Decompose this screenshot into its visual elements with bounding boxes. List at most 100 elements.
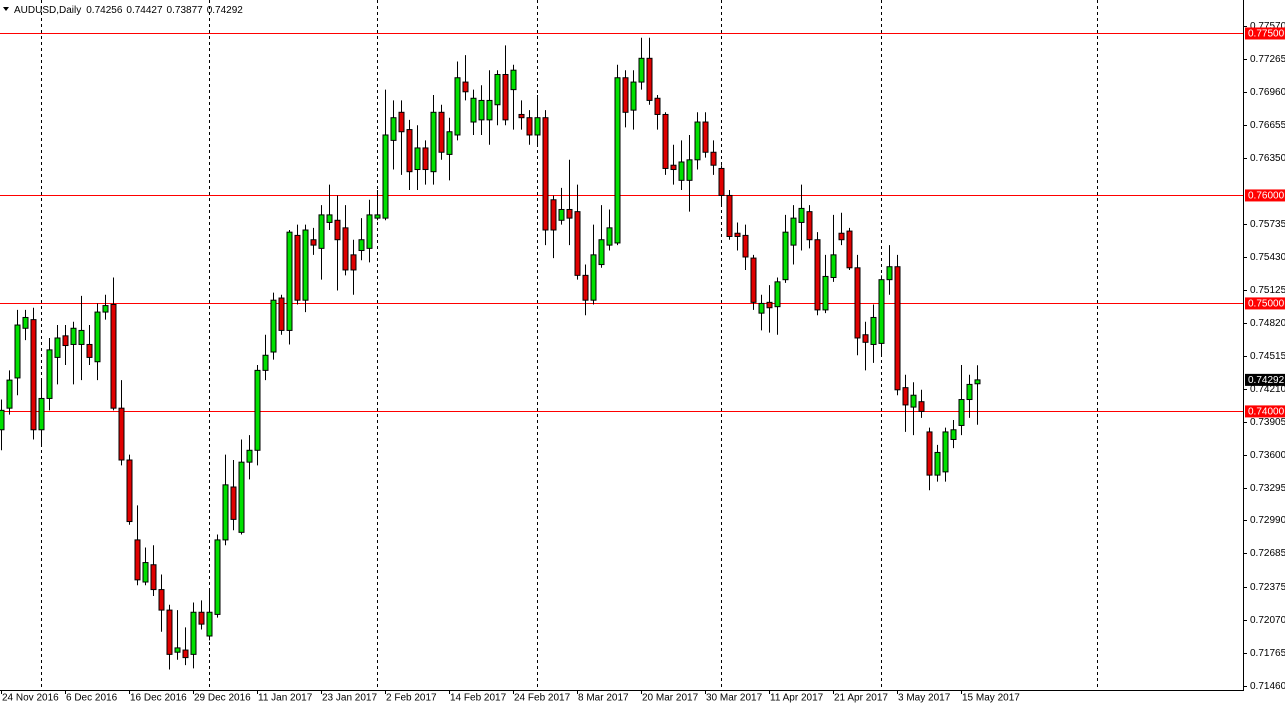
candle-body <box>638 57 645 83</box>
candle-body <box>742 234 749 258</box>
candle-body <box>646 57 653 101</box>
candle-body <box>206 611 213 637</box>
candle-body <box>670 164 677 171</box>
candle-body <box>246 449 253 463</box>
x-tick-label: 23 Jan 2017 <box>322 693 377 704</box>
candle-body <box>382 134 389 219</box>
candle-body <box>230 486 237 520</box>
candle-body <box>390 117 397 141</box>
x-tick-label: 11 Apr 2017 <box>770 693 824 704</box>
x-tick-label: 11 Jan 2017 <box>258 693 313 704</box>
candle-body <box>238 461 245 533</box>
candle-body <box>446 131 453 155</box>
y-tick-label: 0.77265 <box>1250 54 1285 65</box>
candle-body <box>150 564 157 591</box>
candle-body <box>310 239 317 246</box>
candle-body <box>966 383 973 401</box>
candle-body <box>374 214 381 219</box>
candle-body <box>318 214 325 249</box>
y-tick-label: 0.73295 <box>1250 483 1285 494</box>
candle-body <box>974 379 981 385</box>
candle-body <box>270 299 277 353</box>
level-label-box <box>1245 405 1285 418</box>
candle-body <box>358 239 365 252</box>
candle-body <box>198 611 205 625</box>
y-tick-label: 0.75735 <box>1250 219 1285 230</box>
candle-body <box>662 113 669 169</box>
candle-body <box>142 562 149 583</box>
candle-body <box>510 69 517 91</box>
x-tick-label: 16 Dec 2016 <box>130 693 187 704</box>
candle-body <box>926 431 933 476</box>
candle-body <box>118 407 125 461</box>
candle-body <box>934 451 941 476</box>
y-tick-label: 0.74210 <box>1250 384 1285 395</box>
candle-body <box>918 401 925 412</box>
candle-body <box>30 319 37 431</box>
x-tick-label: 24 Nov 2016 <box>2 693 59 704</box>
symbol: AUDUSD,Daily <box>14 5 81 16</box>
candle-body <box>782 231 789 281</box>
candle-body <box>534 117 541 136</box>
candle-body <box>6 379 13 409</box>
candle-body <box>414 147 421 171</box>
level-label-box <box>1245 189 1285 202</box>
candle-body <box>470 97 477 123</box>
candle-body <box>286 231 293 331</box>
candle-body <box>710 151 717 166</box>
candle-body <box>334 219 341 241</box>
level-label: 0.76000 <box>1248 191 1285 202</box>
candle-body <box>478 99 485 121</box>
candle-body <box>134 539 141 581</box>
candle-body <box>398 111 405 133</box>
x-tick-label: 24 Feb 2017 <box>514 693 571 704</box>
candle-body <box>606 227 613 246</box>
candle-body <box>622 77 629 113</box>
candle-body <box>174 647 181 653</box>
candle-body <box>838 232 845 241</box>
candle-body <box>702 121 709 153</box>
candle-body <box>734 232 741 237</box>
candle-body <box>94 311 101 363</box>
x-tick-label: 21 Apr 2017 <box>834 693 888 704</box>
candle-body <box>350 254 357 271</box>
candle-body <box>454 77 461 136</box>
candle-body <box>566 208 573 219</box>
y-tick-label: 0.76655 <box>1250 120 1285 131</box>
candle-body <box>342 227 349 271</box>
price-label-box <box>1245 373 1285 386</box>
candle-body <box>78 329 85 345</box>
x-tick-label: 6 Dec 2016 <box>66 693 118 704</box>
y-tick-label: 0.72070 <box>1250 615 1285 626</box>
candle-body <box>102 305 109 313</box>
y-tick-label: 0.73600 <box>1250 450 1285 461</box>
candle-body <box>182 649 189 659</box>
x-tick-label: 30 Mar 2017 <box>706 693 763 704</box>
x-tick-label: 2 Feb 2017 <box>386 693 437 704</box>
candle-body <box>582 274 589 301</box>
candle-body <box>854 267 861 339</box>
candle-body <box>574 211 581 276</box>
candle-body <box>774 281 781 308</box>
header-open: 0.74256 <box>86 5 123 16</box>
y-tick-label: 0.76350 <box>1250 153 1285 164</box>
candle-body <box>694 121 701 161</box>
candle-body <box>62 335 69 347</box>
header-toggle-icon[interactable] <box>3 7 9 11</box>
candle-body <box>726 194 733 237</box>
candle-body <box>758 302 765 314</box>
candle-body <box>302 229 309 301</box>
y-tick-label: 0.72685 <box>1250 548 1285 559</box>
candle-body <box>654 97 661 115</box>
candle-body <box>46 349 53 399</box>
candle-body <box>486 99 493 121</box>
y-tick-label: 0.72990 <box>1250 515 1285 526</box>
candle-body <box>942 431 949 473</box>
y-tick-label: 0.74820 <box>1250 318 1285 329</box>
candle-body <box>294 234 301 301</box>
candle-body <box>822 275 829 311</box>
candle-body <box>526 117 533 136</box>
candle-body <box>766 301 773 309</box>
